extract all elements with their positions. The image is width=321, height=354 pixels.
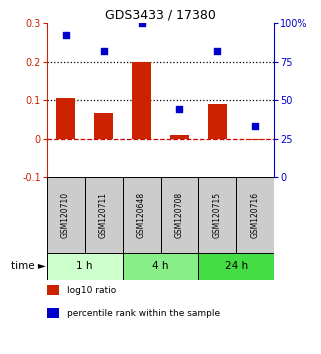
Point bbox=[63, 33, 68, 38]
Bar bbox=[94, 114, 113, 138]
Bar bbox=[84, 177, 123, 253]
Point bbox=[253, 123, 258, 129]
Text: percentile rank within the sample: percentile rank within the sample bbox=[67, 309, 221, 318]
Bar bbox=[47, 177, 84, 253]
Bar bbox=[237, 177, 274, 253]
Text: 1 h: 1 h bbox=[76, 261, 93, 272]
Text: GSM120711: GSM120711 bbox=[99, 192, 108, 238]
Point bbox=[215, 48, 220, 53]
Point bbox=[177, 107, 182, 112]
Text: GSM120710: GSM120710 bbox=[61, 192, 70, 238]
Bar bbox=[132, 62, 151, 138]
Text: GSM120708: GSM120708 bbox=[175, 192, 184, 238]
Bar bbox=[56, 98, 75, 138]
Bar bbox=[198, 177, 237, 253]
Bar bbox=[160, 177, 198, 253]
Text: GSM120648: GSM120648 bbox=[137, 192, 146, 238]
Point bbox=[101, 48, 106, 53]
Text: 4 h: 4 h bbox=[152, 261, 169, 272]
Text: GSM120715: GSM120715 bbox=[213, 192, 222, 238]
Title: GDS3433 / 17380: GDS3433 / 17380 bbox=[105, 9, 216, 22]
Bar bbox=[123, 177, 160, 253]
Bar bbox=[208, 104, 227, 138]
Text: 24 h: 24 h bbox=[225, 261, 248, 272]
Bar bbox=[246, 138, 265, 141]
Point bbox=[139, 20, 144, 26]
Text: time ►: time ► bbox=[11, 261, 46, 272]
Text: GSM120716: GSM120716 bbox=[251, 192, 260, 238]
Text: log10 ratio: log10 ratio bbox=[67, 286, 117, 295]
Bar bbox=[198, 253, 274, 280]
Bar bbox=[123, 253, 198, 280]
Bar bbox=[170, 135, 189, 138]
Bar bbox=[47, 253, 123, 280]
